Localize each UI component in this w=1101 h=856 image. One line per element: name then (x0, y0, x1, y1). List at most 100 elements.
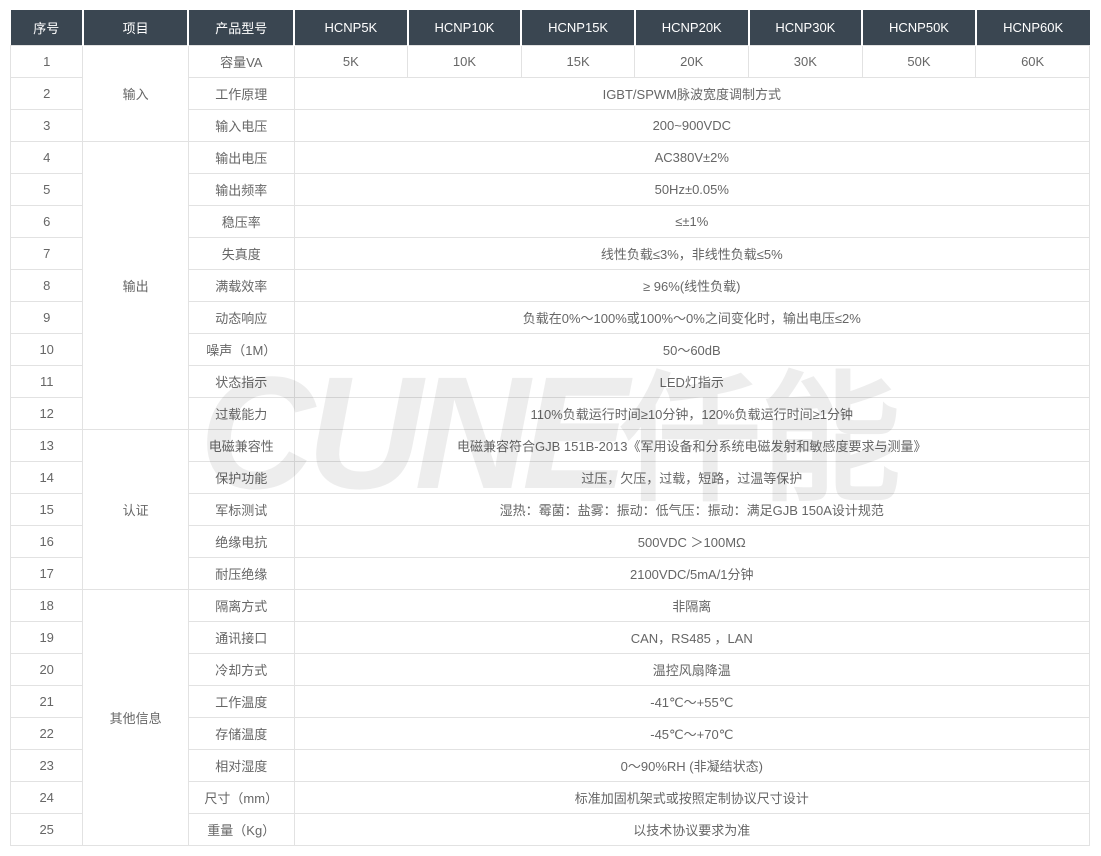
header-seq: 序号 (11, 10, 83, 46)
header-product-0: HCNP5K (294, 10, 408, 46)
cell-group: 其他信息 (83, 590, 189, 846)
cell-value-3: 20K (635, 46, 749, 78)
cell-label: 输入电压 (188, 110, 294, 142)
cell-span: 2100VDC/5mA/1分钟 (294, 558, 1089, 590)
cell-span: AC380V±2% (294, 142, 1089, 174)
header-product-1: HCNP10K (408, 10, 522, 46)
cell-label: 工作温度 (188, 686, 294, 718)
cell-seq: 9 (11, 302, 83, 334)
cell-seq: 7 (11, 238, 83, 270)
cell-seq: 10 (11, 334, 83, 366)
header-product-2: HCNP15K (521, 10, 635, 46)
cell-label: 隔离方式 (188, 590, 294, 622)
cell-seq: 17 (11, 558, 83, 590)
cell-label: 电磁兼容性 (188, 430, 294, 462)
cell-label: 绝缘电抗 (188, 526, 294, 558)
cell-value-4: 30K (749, 46, 863, 78)
cell-span: 50Hz±0.05% (294, 174, 1089, 206)
cell-seq: 15 (11, 494, 83, 526)
cell-value-5: 50K (862, 46, 976, 78)
cell-seq: 23 (11, 750, 83, 782)
cell-seq: 14 (11, 462, 83, 494)
cell-label: 重量（Kg） (188, 814, 294, 846)
cell-group: 输入 (83, 46, 189, 142)
cell-label: 保护功能 (188, 462, 294, 494)
cell-label: 过载能力 (188, 398, 294, 430)
cell-label: 存储温度 (188, 718, 294, 750)
cell-seq: 16 (11, 526, 83, 558)
cell-span: -41℃～+55℃ (294, 686, 1089, 718)
cell-label: 输出电压 (188, 142, 294, 174)
cell-label: 动态响应 (188, 302, 294, 334)
table-header: 序号项目产品型号HCNP5KHCNP10KHCNP15KHCNP20KHCNP3… (11, 10, 1090, 46)
cell-seq: 24 (11, 782, 83, 814)
table-row: 4输出输出电压AC380V±2% (11, 142, 1090, 174)
cell-span: 标准加固机架式或按照定制协议尺寸设计 (294, 782, 1089, 814)
cell-seq: 25 (11, 814, 83, 846)
table-row: 18其他信息隔离方式非隔离 (11, 590, 1090, 622)
cell-label: 容量VA (188, 46, 294, 78)
cell-seq: 2 (11, 78, 83, 110)
spec-table-wrap: CUNE仟能 序号项目产品型号HCNP5KHCNP10KHCNP15KHCNP2… (10, 10, 1090, 846)
header-model: 产品型号 (188, 10, 294, 46)
cell-seq: 19 (11, 622, 83, 654)
cell-span: 50～60dB (294, 334, 1089, 366)
cell-label: 噪声（1M） (188, 334, 294, 366)
cell-seq: 4 (11, 142, 83, 174)
cell-label: 满载效率 (188, 270, 294, 302)
table-row: 13认证电磁兼容性电磁兼容符合GJB 151B-2013《军用设备和分系统电磁发… (11, 430, 1090, 462)
cell-span: 500VDC ＞100MΩ (294, 526, 1089, 558)
header-product-4: HCNP30K (749, 10, 863, 46)
cell-span: 过压，欠压，过载，短路，过温等保护 (294, 462, 1089, 494)
cell-span: 湿热：霉菌：盐雾：振动：低气压：振动：满足GJB 150A设计规范 (294, 494, 1089, 526)
cell-span: 以技术协议要求为准 (294, 814, 1089, 846)
cell-span: ≤±1% (294, 206, 1089, 238)
cell-span: 110%负载运行时间≥10分钟，120%负载运行时间≥1分钟 (294, 398, 1089, 430)
cell-seq: 20 (11, 654, 83, 686)
cell-span: LED灯指示 (294, 366, 1089, 398)
cell-seq: 13 (11, 430, 83, 462)
cell-seq: 5 (11, 174, 83, 206)
cell-label: 冷却方式 (188, 654, 294, 686)
cell-span: ≥ 96%(线性负载) (294, 270, 1089, 302)
table-row: 1输入容量VA5K10K15K20K30K50K60K (11, 46, 1090, 78)
cell-label: 稳压率 (188, 206, 294, 238)
cell-label: 失真度 (188, 238, 294, 270)
cell-group: 认证 (83, 430, 189, 590)
cell-seq: 11 (11, 366, 83, 398)
cell-span: 200~900VDC (294, 110, 1089, 142)
cell-span: 负载在0%～100%或100%～0%之间变化时，输出电压≤2% (294, 302, 1089, 334)
cell-label: 通讯接口 (188, 622, 294, 654)
cell-group: 输出 (83, 142, 189, 430)
header-product-3: HCNP20K (635, 10, 749, 46)
table-body: 1输入容量VA5K10K15K20K30K50K60K2工作原理IGBT/SPW… (11, 46, 1090, 846)
cell-span: 线性负载≤3%，非线性负载≤5% (294, 238, 1089, 270)
cell-span: CAN，RS485 ，LAN (294, 622, 1089, 654)
cell-seq: 22 (11, 718, 83, 750)
header-product-6: HCNP60K (976, 10, 1090, 46)
cell-seq: 8 (11, 270, 83, 302)
cell-span: 电磁兼容符合GJB 151B-2013《军用设备和分系统电磁发射和敏感度要求与测… (294, 430, 1089, 462)
cell-label: 耐压绝缘 (188, 558, 294, 590)
cell-value-6: 60K (976, 46, 1090, 78)
cell-value-2: 15K (521, 46, 635, 78)
cell-span: 非隔离 (294, 590, 1089, 622)
cell-span: IGBT/SPWM脉波宽度调制方式 (294, 78, 1089, 110)
header-item: 项目 (83, 10, 189, 46)
cell-seq: 1 (11, 46, 83, 78)
cell-seq: 18 (11, 590, 83, 622)
cell-label: 相对湿度 (188, 750, 294, 782)
cell-span: -45℃～+70℃ (294, 718, 1089, 750)
cell-span: 0～90%RH (非凝结状态) (294, 750, 1089, 782)
cell-label: 输出频率 (188, 174, 294, 206)
cell-label: 工作原理 (188, 78, 294, 110)
cell-seq: 12 (11, 398, 83, 430)
cell-span: 温控风扇降温 (294, 654, 1089, 686)
header-product-5: HCNP50K (862, 10, 976, 46)
cell-seq: 6 (11, 206, 83, 238)
cell-label: 军标测试 (188, 494, 294, 526)
cell-seq: 21 (11, 686, 83, 718)
cell-value-1: 10K (408, 46, 522, 78)
cell-label: 尺寸（mm） (188, 782, 294, 814)
cell-label: 状态指示 (188, 366, 294, 398)
